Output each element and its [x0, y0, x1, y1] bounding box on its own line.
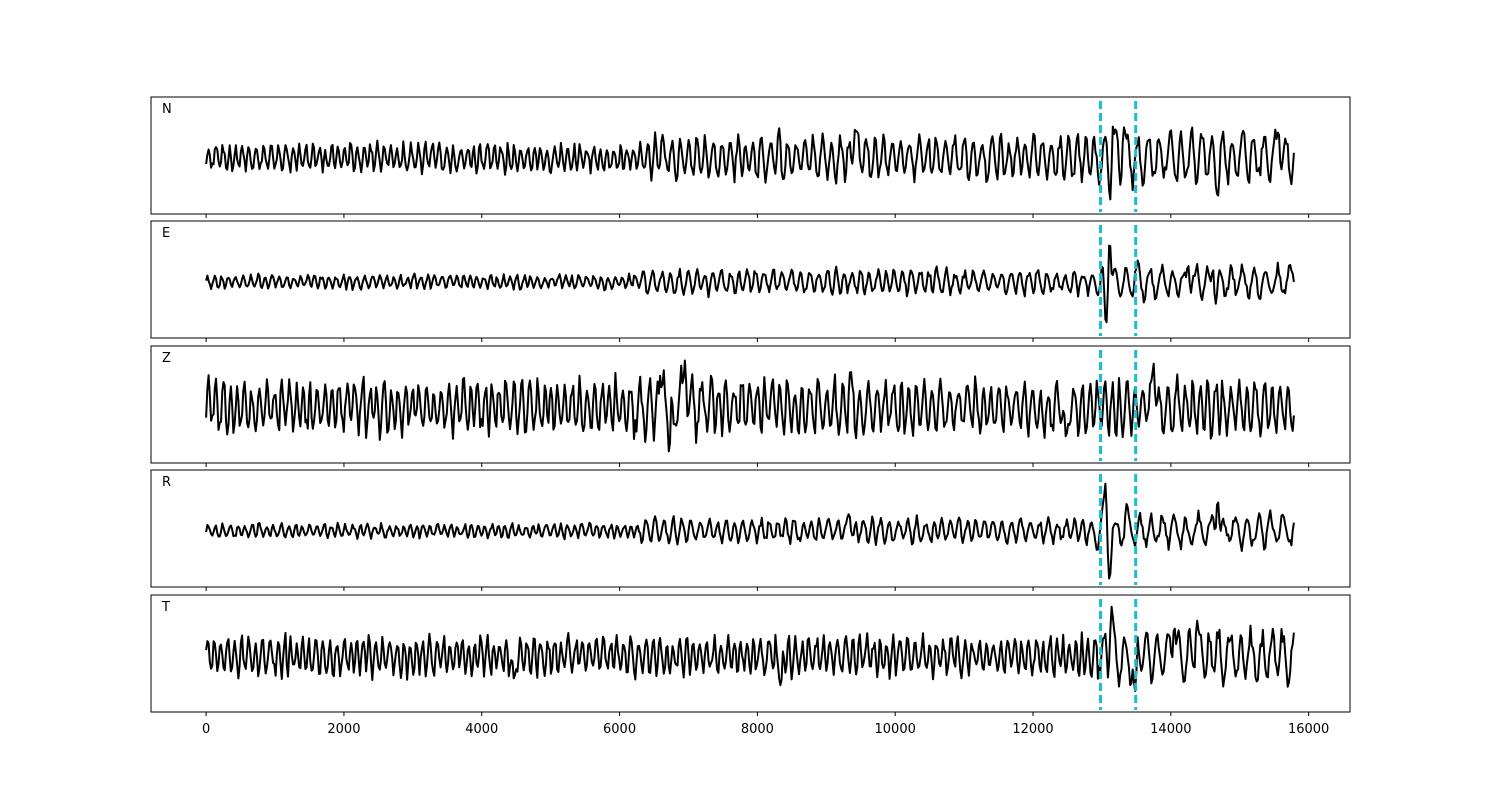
waveform-trace-n: [205, 125, 1295, 201]
panel-label: N: [162, 102, 172, 117]
x-axis: 0 2000 4000 6000 8000 10000 12000 14000 16000: [202, 722, 1329, 737]
panel-r: R: [150, 469, 1351, 591]
waveform-trace-z: [205, 359, 1295, 453]
panel-frame: [150, 345, 1351, 464]
x-tick-label: 14000: [1150, 722, 1191, 737]
panel-frame: [150, 594, 1351, 713]
panel-t: T: [150, 594, 1351, 716]
panel-n: N: [150, 96, 1351, 218]
panel-label: T: [161, 600, 170, 615]
x-tick-label: 2000: [327, 722, 360, 737]
waveform-trace-e: [205, 244, 1295, 324]
panel-z: Z: [150, 345, 1351, 467]
waveform-trace-t: [205, 605, 1295, 692]
panel-label: E: [162, 226, 170, 241]
x-tick-label: 12000: [1012, 722, 1053, 737]
panel-frame: [150, 469, 1351, 588]
x-tick-label: 10000: [875, 722, 916, 737]
panels-group: N E Z R T: [150, 96, 1351, 716]
x-tick-label: 6000: [603, 722, 636, 737]
waveform-trace-r: [205, 482, 1295, 580]
panel-frame: [150, 220, 1351, 339]
panel-frame: [150, 96, 1351, 215]
x-tick-label: 0: [202, 722, 210, 737]
x-tick-label: 4000: [465, 722, 498, 737]
panel-e: E: [150, 220, 1351, 342]
x-tick-label: 16000: [1288, 722, 1329, 737]
x-tick-label: 8000: [741, 722, 774, 737]
panel-label: R: [162, 475, 171, 490]
panel-label: Z: [162, 351, 171, 366]
